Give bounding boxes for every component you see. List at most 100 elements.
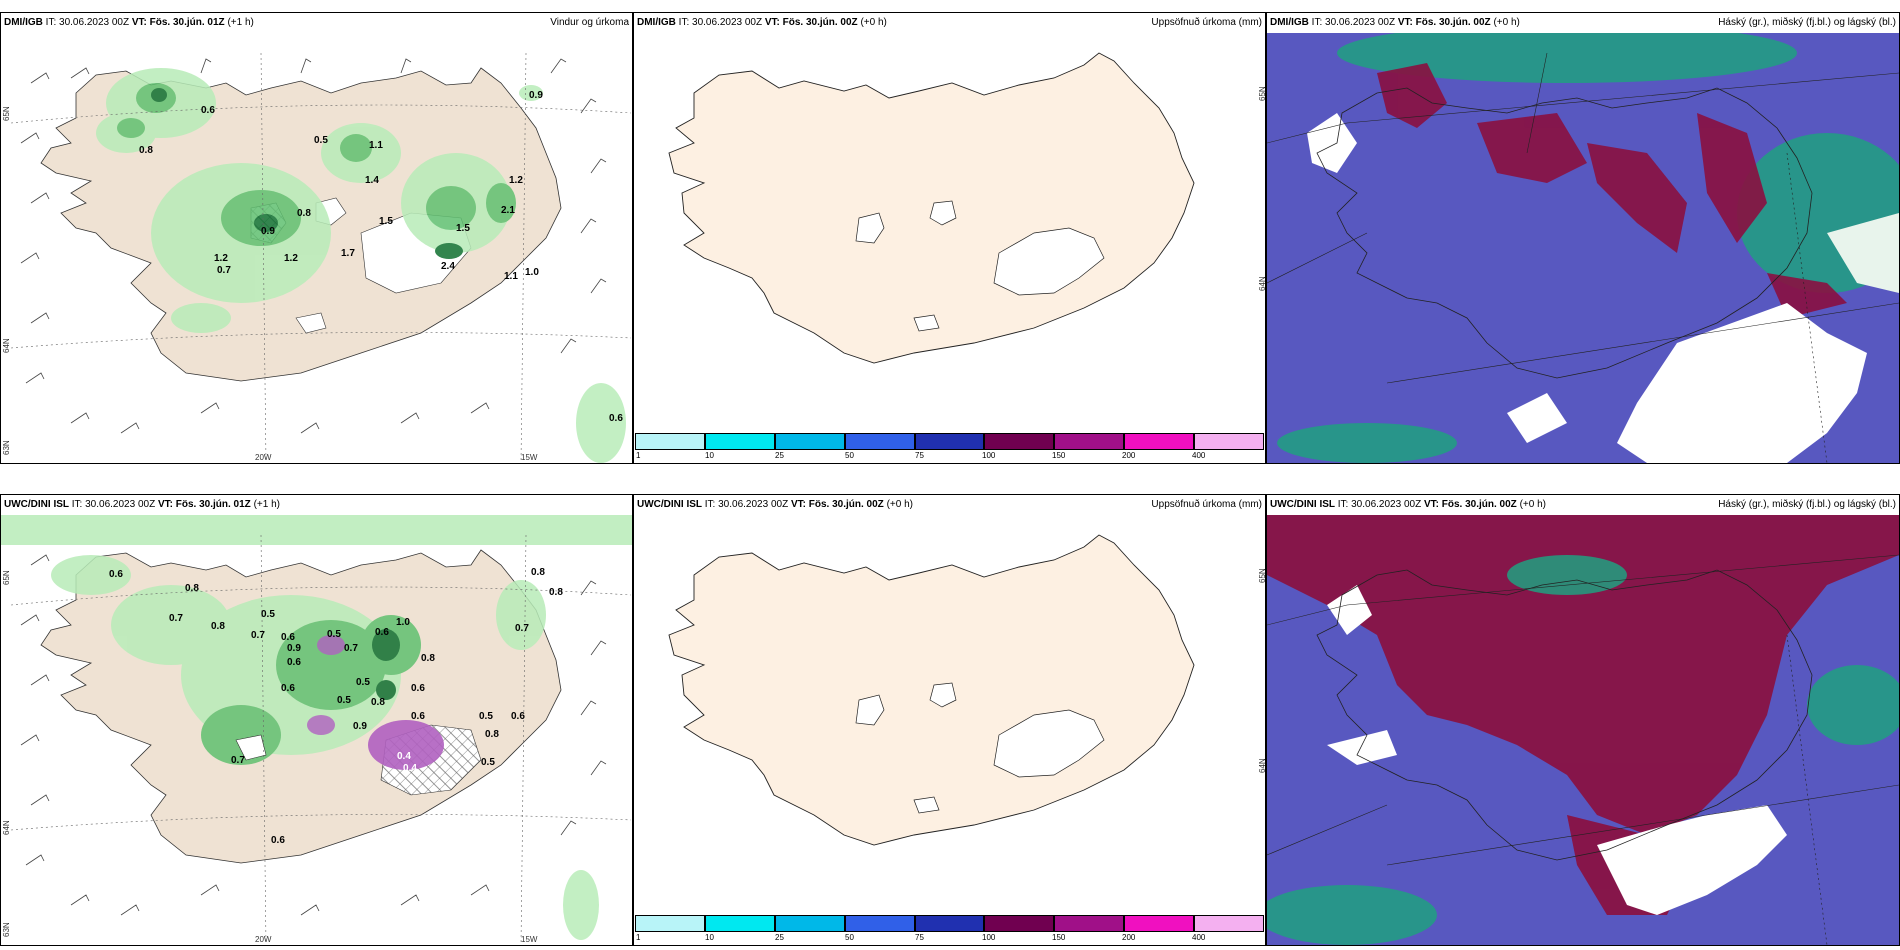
map-accum-precip: 65N 64N 1 10 25 50 75 100 150 200 400 xyxy=(634,515,1265,945)
legend-swatch xyxy=(984,433,1055,450)
product-name: Uppsöfnuð úrkoma (mm) xyxy=(1151,17,1262,28)
it-value: 30.06.2023 00Z xyxy=(1325,17,1396,28)
panel-dmi-accum-precip: DMI/IGB IT: 30.06.2023 00Z VT: Fös. 30.j… xyxy=(633,12,1266,464)
model-name: DMI/IGB xyxy=(4,17,43,28)
clear-sky xyxy=(1307,113,1899,463)
legend-swatch xyxy=(914,915,985,932)
iceland-outline xyxy=(1316,87,1813,379)
vt-label: VT: xyxy=(1423,499,1439,510)
lead-time: (+1 h) xyxy=(227,17,254,28)
it-label: IT: xyxy=(1311,17,1323,28)
panel-uwc-clouds: UWC/DINI ISL IT: 30.06.2023 00Z VT: Fös.… xyxy=(1266,494,1900,946)
glacier-myrdals xyxy=(913,314,940,332)
clear-sky xyxy=(1327,585,1787,915)
vt-label: VT: xyxy=(1397,17,1413,28)
precip-fields xyxy=(96,68,626,463)
legend-tick: 400 xyxy=(1192,451,1206,460)
legend-tick: 75 xyxy=(915,933,924,942)
glacier-langjokull xyxy=(855,212,885,244)
lat-label-65n: 65N xyxy=(1258,568,1266,583)
lon-label-20w: 20W xyxy=(255,453,272,462)
vt-label: VT: xyxy=(764,17,780,28)
lon-label-15w: 15W xyxy=(521,453,538,462)
vt-label: VT: xyxy=(790,499,806,510)
it-value: 30.06.2023 00Z xyxy=(59,17,130,28)
wind-barbs xyxy=(20,58,607,434)
lat-label-64n: 64N xyxy=(1258,758,1266,773)
precip-legend: 1 10 25 50 75 100 150 200 400 xyxy=(634,915,1265,943)
legend-swatches xyxy=(635,915,1265,932)
lead-time: (+0 h) xyxy=(1493,17,1520,28)
model-name: DMI/IGB xyxy=(637,17,676,28)
vt-value: Fös. 30.jún. 00Z xyxy=(1441,499,1517,510)
glacier-hofsjokull xyxy=(929,682,957,708)
model-name: UWC/DINI ISL xyxy=(4,499,69,510)
it-value: 30.06.2023 00Z xyxy=(718,499,789,510)
glacier-langjokull xyxy=(235,734,267,761)
legend-tick: 1 xyxy=(636,933,641,942)
map-wind-precip: 65N 64N 63N 20W 15W 0.6 0.8 0.5 1.1 1.4 … xyxy=(1,33,632,463)
accum-precip-map-svg xyxy=(634,33,1265,433)
panel-header: UWC/DINI ISL IT: 30.06.2023 00Z VT: Fös.… xyxy=(1,495,632,515)
glacier-vatnajokull xyxy=(993,709,1105,778)
it-label: IT: xyxy=(678,17,690,28)
legend-swatch xyxy=(704,433,775,450)
lead-time: (+0 h) xyxy=(886,499,913,510)
legend-swatch xyxy=(774,915,845,932)
low-cloud-layer xyxy=(1277,33,1899,463)
purple-precip xyxy=(317,635,345,655)
it-label: IT: xyxy=(1337,499,1349,510)
vt-value: Fös. 30.jún. 00Z xyxy=(1415,17,1491,28)
lat-label-64n: 64N xyxy=(1258,276,1266,291)
legend-swatch xyxy=(844,433,915,450)
legend-tick: 100 xyxy=(982,451,996,460)
model-name: UWC/DINI ISL xyxy=(1270,499,1335,510)
legend-tick: 50 xyxy=(845,933,854,942)
purple-precip xyxy=(368,720,444,770)
glacier-myrdals xyxy=(295,312,327,334)
legend-swatches xyxy=(635,433,1265,450)
legend-tick: 25 xyxy=(775,933,784,942)
model-name: UWC/DINI ISL xyxy=(637,499,702,510)
legend-tick: 1 xyxy=(636,451,641,460)
map-wind-precip: 65N 64N 63N 20W 15W 0.6 0.8 0.7 0.8 0.5 … xyxy=(1,515,632,945)
legend-tick: 10 xyxy=(705,451,714,460)
lat-label-63n: 63N xyxy=(2,922,11,937)
panel-header: DMI/IGB IT: 30.06.2023 00Z VT: Fös. 30.j… xyxy=(1267,13,1899,33)
lead-time: (+1 h) xyxy=(253,499,280,510)
legend-swatch xyxy=(635,915,705,932)
legend-swatch xyxy=(1054,915,1125,932)
low-cloud-layer xyxy=(1267,555,1899,945)
mid-cloud-layer xyxy=(1377,63,1847,318)
graticule xyxy=(1267,554,1899,945)
legend-swatch xyxy=(635,433,705,450)
legend-tick: 25 xyxy=(775,451,784,460)
graticule xyxy=(1267,52,1899,463)
legend-swatch xyxy=(984,915,1055,932)
legend-swatch xyxy=(1194,433,1265,450)
product-name: Háský (gr.), miðský (fj.bl.) og lágský (… xyxy=(1718,499,1896,510)
accum-precip-map-svg xyxy=(634,515,1265,915)
iceland-outline xyxy=(1316,569,1813,861)
lead-time: (+0 h) xyxy=(860,17,887,28)
panel-uwc-accum-precip: UWC/DINI ISL IT: 30.06.2023 00Z VT: Fös.… xyxy=(633,494,1266,946)
glacier-langjokull xyxy=(855,694,885,726)
legend-tick: 150 xyxy=(1052,451,1066,460)
it-value: 30.06.2023 00Z xyxy=(1351,499,1422,510)
vt-value: Fös. 30.jún. 01Z xyxy=(149,17,225,28)
panel-header: DMI/IGB IT: 30.06.2023 00Z VT: Fös. 30.j… xyxy=(634,13,1265,33)
legend-tick: 75 xyxy=(915,451,924,460)
lat-label-64n: 64N xyxy=(2,338,11,353)
legend-swatch xyxy=(1054,433,1125,450)
legend-swatch xyxy=(704,915,775,932)
glacier-hofsjokull xyxy=(929,200,957,226)
product-name: Vindur og úrkoma xyxy=(550,17,629,28)
it-label: IT: xyxy=(45,17,57,28)
map-accum-precip: 65N 64N 1 10 25 50 75 100 150 200 400 xyxy=(634,33,1265,463)
vt-value: Fös. 30.jún. 00Z xyxy=(782,17,858,28)
legend-swatch xyxy=(914,433,985,450)
vt-label: VT: xyxy=(157,499,173,510)
panel-dmi-clouds: DMI/IGB IT: 30.06.2023 00Z VT: Fös. 30.j… xyxy=(1266,12,1900,464)
it-label: IT: xyxy=(704,499,716,510)
it-value: 30.06.2023 00Z xyxy=(85,499,156,510)
